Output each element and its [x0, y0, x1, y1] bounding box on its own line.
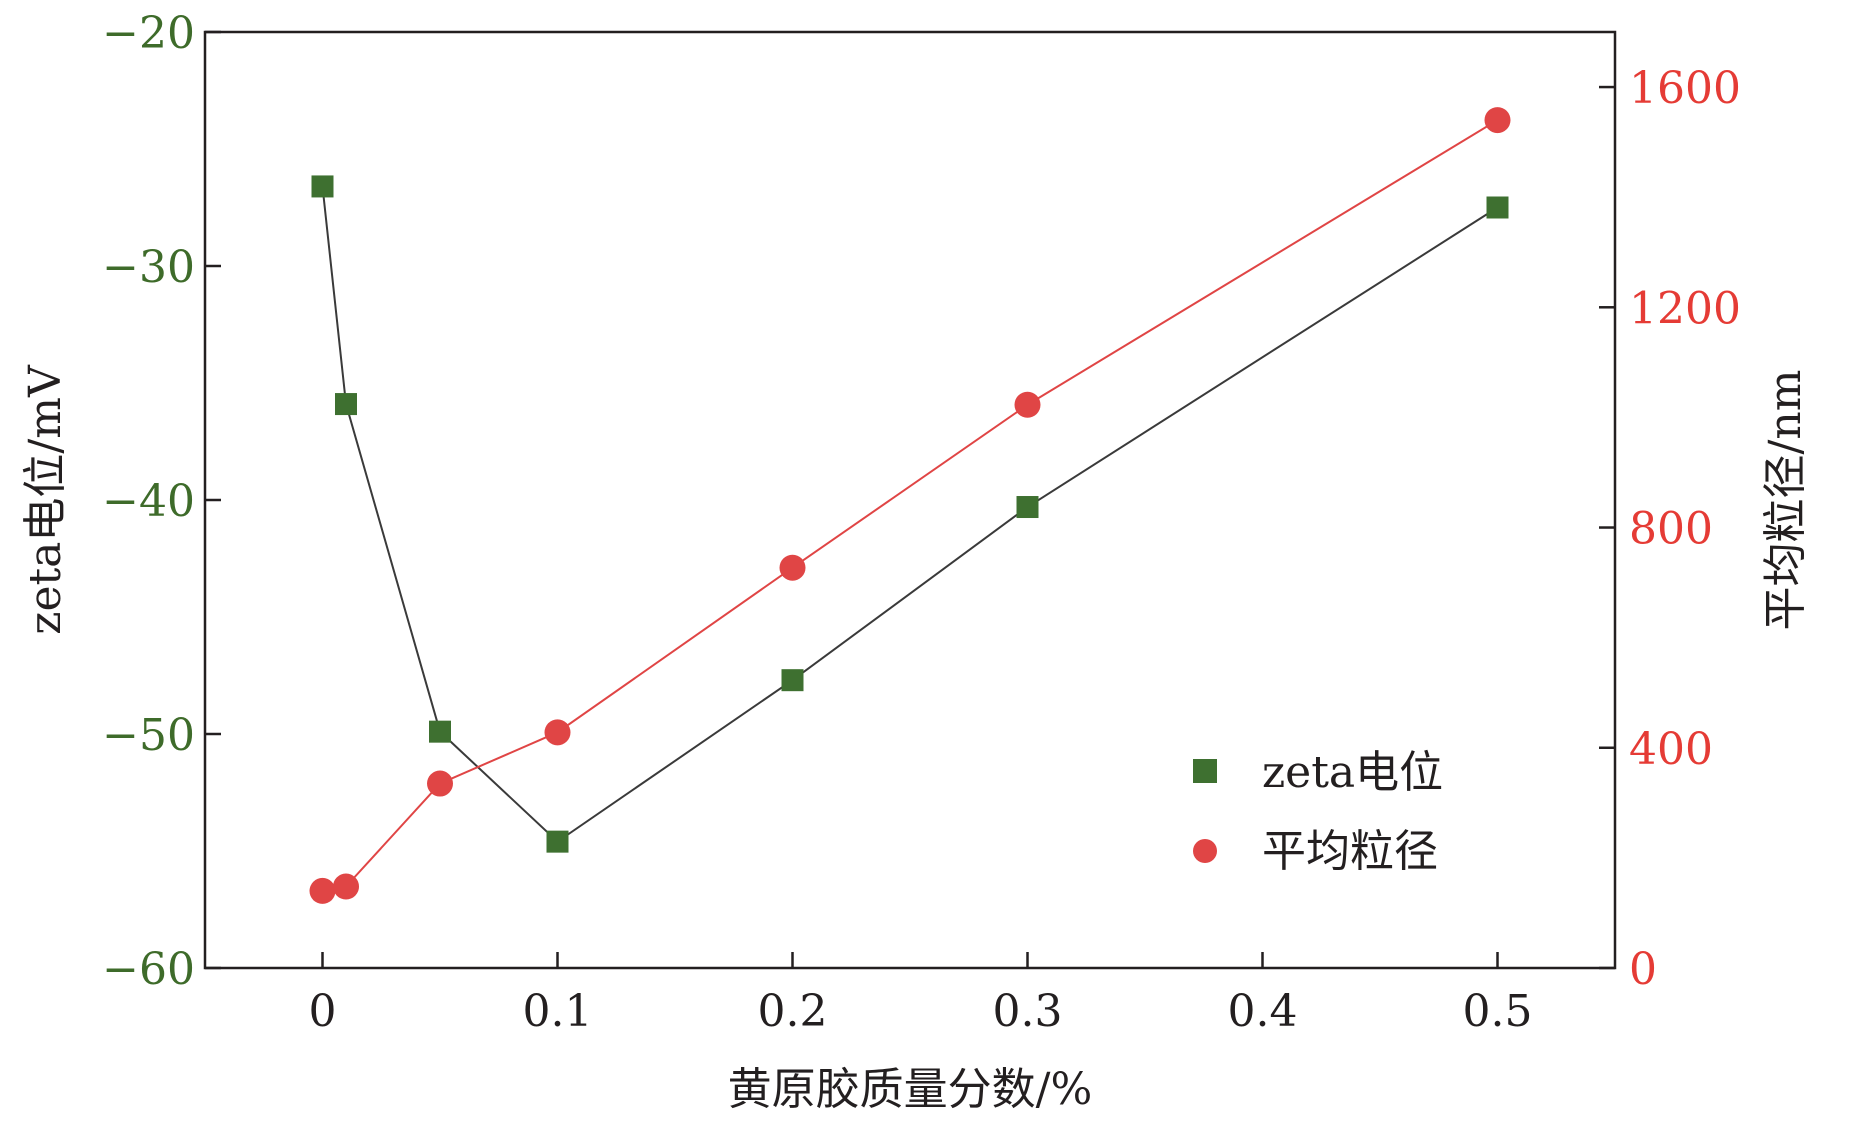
- x-tick-label: 0.3: [993, 986, 1063, 1037]
- y-right-tick-label: 1600: [1629, 63, 1741, 114]
- legend-marker-zeta: [1193, 759, 1217, 783]
- x-tick-label: 0.5: [1463, 986, 1533, 1037]
- data-point-zeta: [311, 175, 334, 198]
- y-left-tick-label: −50: [102, 710, 195, 761]
- data-point-zeta: [781, 669, 804, 692]
- data-point-zeta: [335, 393, 357, 416]
- y-axis-label-left: zeta电位/mV: [20, 364, 71, 635]
- x-tick-label: 0.4: [1228, 986, 1298, 1037]
- legend-label-zeta: zeta电位: [1262, 747, 1443, 798]
- data-point-size: [544, 719, 571, 746]
- y-left-tick-label: −60: [102, 944, 195, 995]
- y-axis-label-right: 平均粒径/nm: [1760, 370, 1811, 631]
- x-tick-label: 0.1: [523, 986, 593, 1037]
- legend-label-size: 平均粒径: [1262, 826, 1438, 877]
- data-point-zeta: [1486, 196, 1509, 219]
- legend: zeta电位 平均粒径: [1193, 747, 1443, 877]
- series-markers: [309, 107, 1511, 904]
- y-right-tick-label: 800: [1629, 504, 1713, 555]
- x-axis-label: 黄原胶质量分数/%: [728, 1064, 1093, 1115]
- data-point-size: [1014, 391, 1041, 418]
- y-left-tick-label: −30: [102, 242, 195, 293]
- data-point-size: [779, 554, 806, 581]
- x-tick-label: 0: [309, 986, 337, 1037]
- y-left-tick-label: −40: [102, 476, 195, 527]
- y-right-tick-label: 400: [1629, 724, 1713, 775]
- series-line-0: [321, 186, 1499, 843]
- y-right-tick-label: 1200: [1629, 283, 1741, 334]
- data-point-zeta: [1016, 496, 1039, 519]
- y-left-tick-label: −20: [102, 8, 195, 59]
- legend-marker-size: [1193, 839, 1217, 863]
- data-point-size: [1484, 107, 1511, 134]
- tick-labels: 0 0.1 0.2 0.3 0.4 0.5 −20 −30 −40 −50 −60 0 400 800 12…: [102, 8, 1741, 1037]
- data-point-zeta: [429, 720, 451, 743]
- axis-ticks: [205, 30, 1615, 970]
- x-tick-label: 0.2: [758, 986, 828, 1037]
- data-point-size: [309, 877, 336, 904]
- y-right-tick-label: 0: [1629, 944, 1657, 995]
- data-point-size: [427, 770, 453, 797]
- data-point-size: [333, 873, 359, 900]
- data-point-zeta: [546, 830, 569, 853]
